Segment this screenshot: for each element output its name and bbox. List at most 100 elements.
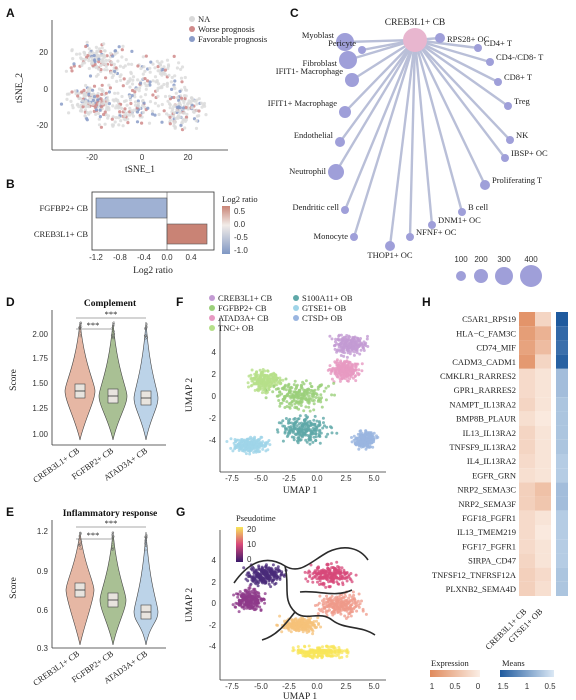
tsne-point — [100, 102, 105, 106]
expression-colorbar — [430, 670, 480, 677]
tsne-point — [97, 47, 101, 51]
umap-point — [285, 435, 289, 438]
umap-point — [293, 417, 297, 420]
network-node — [506, 136, 514, 144]
legend-dot — [209, 305, 215, 311]
tsne-point — [195, 114, 199, 118]
umap-point — [292, 423, 296, 426]
umap-point — [247, 441, 251, 444]
umap-point — [343, 374, 347, 378]
umap-point — [272, 384, 276, 388]
pseudotime-point — [339, 571, 343, 575]
heatmap-cell — [519, 326, 535, 341]
pseudotime-point — [280, 630, 284, 634]
umap-point — [248, 449, 252, 453]
tsne-point — [178, 89, 182, 93]
pseudotime-point — [304, 577, 308, 581]
pseudotime-point — [287, 621, 291, 625]
tsne-point — [97, 102, 101, 106]
heatmap-cell — [519, 368, 535, 383]
tsne-point — [155, 59, 159, 63]
pseudotime-point — [318, 594, 322, 598]
umap-point — [307, 398, 311, 402]
pseudotime-point — [247, 598, 251, 602]
tsne-point — [175, 96, 180, 100]
umap-point — [339, 338, 342, 342]
pseudotime-point — [340, 599, 344, 603]
tsne-point — [84, 83, 88, 88]
umap-point — [277, 399, 281, 402]
tsne-point — [96, 53, 100, 58]
umap-point — [344, 343, 348, 347]
pseudotime-point — [350, 607, 354, 611]
pseudotime-point — [349, 572, 353, 575]
tsne-point — [110, 75, 114, 80]
violin-ytick: 1.00 — [32, 430, 48, 439]
tsne-point — [102, 42, 106, 46]
umap-point — [350, 349, 354, 353]
tsne-point — [100, 92, 104, 96]
umap-point — [308, 391, 312, 395]
pseudotime-point — [335, 595, 339, 599]
umap-point — [246, 381, 250, 385]
umap-point — [231, 449, 235, 453]
pseudotime-point — [240, 594, 244, 598]
tsne-point — [103, 54, 107, 58]
heatmap-cell — [535, 397, 551, 412]
tsne-point — [128, 98, 132, 102]
umap-point — [306, 400, 310, 404]
network-node-label: DNM1+ OC — [438, 215, 481, 225]
tsne-point — [141, 98, 145, 103]
umap-xtick: -5.0 — [254, 474, 268, 483]
heatmap-cell — [519, 397, 535, 412]
heatmap-row-label: NRP2_SEMA3F — [458, 499, 516, 509]
tsne-point — [119, 78, 123, 82]
violin-outlier — [111, 548, 114, 551]
umap-point — [318, 423, 322, 427]
tsne-point — [103, 122, 107, 126]
tsne-point — [133, 100, 138, 104]
umap-point — [305, 429, 309, 433]
panel-label-a: A — [6, 6, 15, 20]
network-node-label: IFIT1+ Macrophage — [268, 98, 337, 108]
umap-point — [253, 435, 257, 439]
network-node-label: CD8+ T — [504, 72, 533, 82]
tsne-point — [101, 59, 105, 64]
umap-point — [267, 378, 271, 382]
bar-xtick: -0.4 — [137, 253, 151, 262]
network-edge — [414, 39, 511, 141]
umap-point — [244, 441, 248, 444]
umap-point — [260, 443, 263, 447]
umap-point — [293, 432, 297, 436]
pseudotime-point — [341, 606, 345, 610]
pseudotime-point — [237, 601, 241, 605]
tsne-point — [141, 72, 145, 76]
tsne-point — [84, 44, 88, 49]
means-cell — [556, 581, 568, 596]
violin-outlier — [78, 329, 82, 332]
pseudotime-point — [312, 620, 316, 623]
pseudotime-point — [241, 605, 245, 609]
umap-point — [250, 448, 254, 451]
tsne-point — [191, 110, 196, 114]
umap-point — [299, 404, 303, 407]
umap-xtick: -2.5 — [282, 682, 296, 691]
pseudotime-point — [267, 582, 271, 586]
umap-point — [350, 365, 354, 369]
pseudotime-point — [318, 579, 322, 583]
umap-point — [352, 353, 356, 357]
tsne-point — [99, 49, 103, 54]
tsne-point — [130, 82, 135, 86]
pseudotime-tick: 10 — [247, 540, 256, 549]
network-edge — [344, 39, 416, 113]
umap-point — [366, 345, 370, 348]
means-cell — [556, 510, 568, 525]
network-node — [504, 102, 512, 110]
network-node — [335, 137, 345, 147]
umap-point — [319, 397, 323, 401]
heatmap-row-label: CADM3_CADM1 — [452, 357, 516, 367]
umap-point — [365, 438, 369, 442]
umap-point — [322, 421, 325, 425]
pseudotime-point — [319, 609, 323, 613]
tsne-point — [143, 93, 148, 97]
